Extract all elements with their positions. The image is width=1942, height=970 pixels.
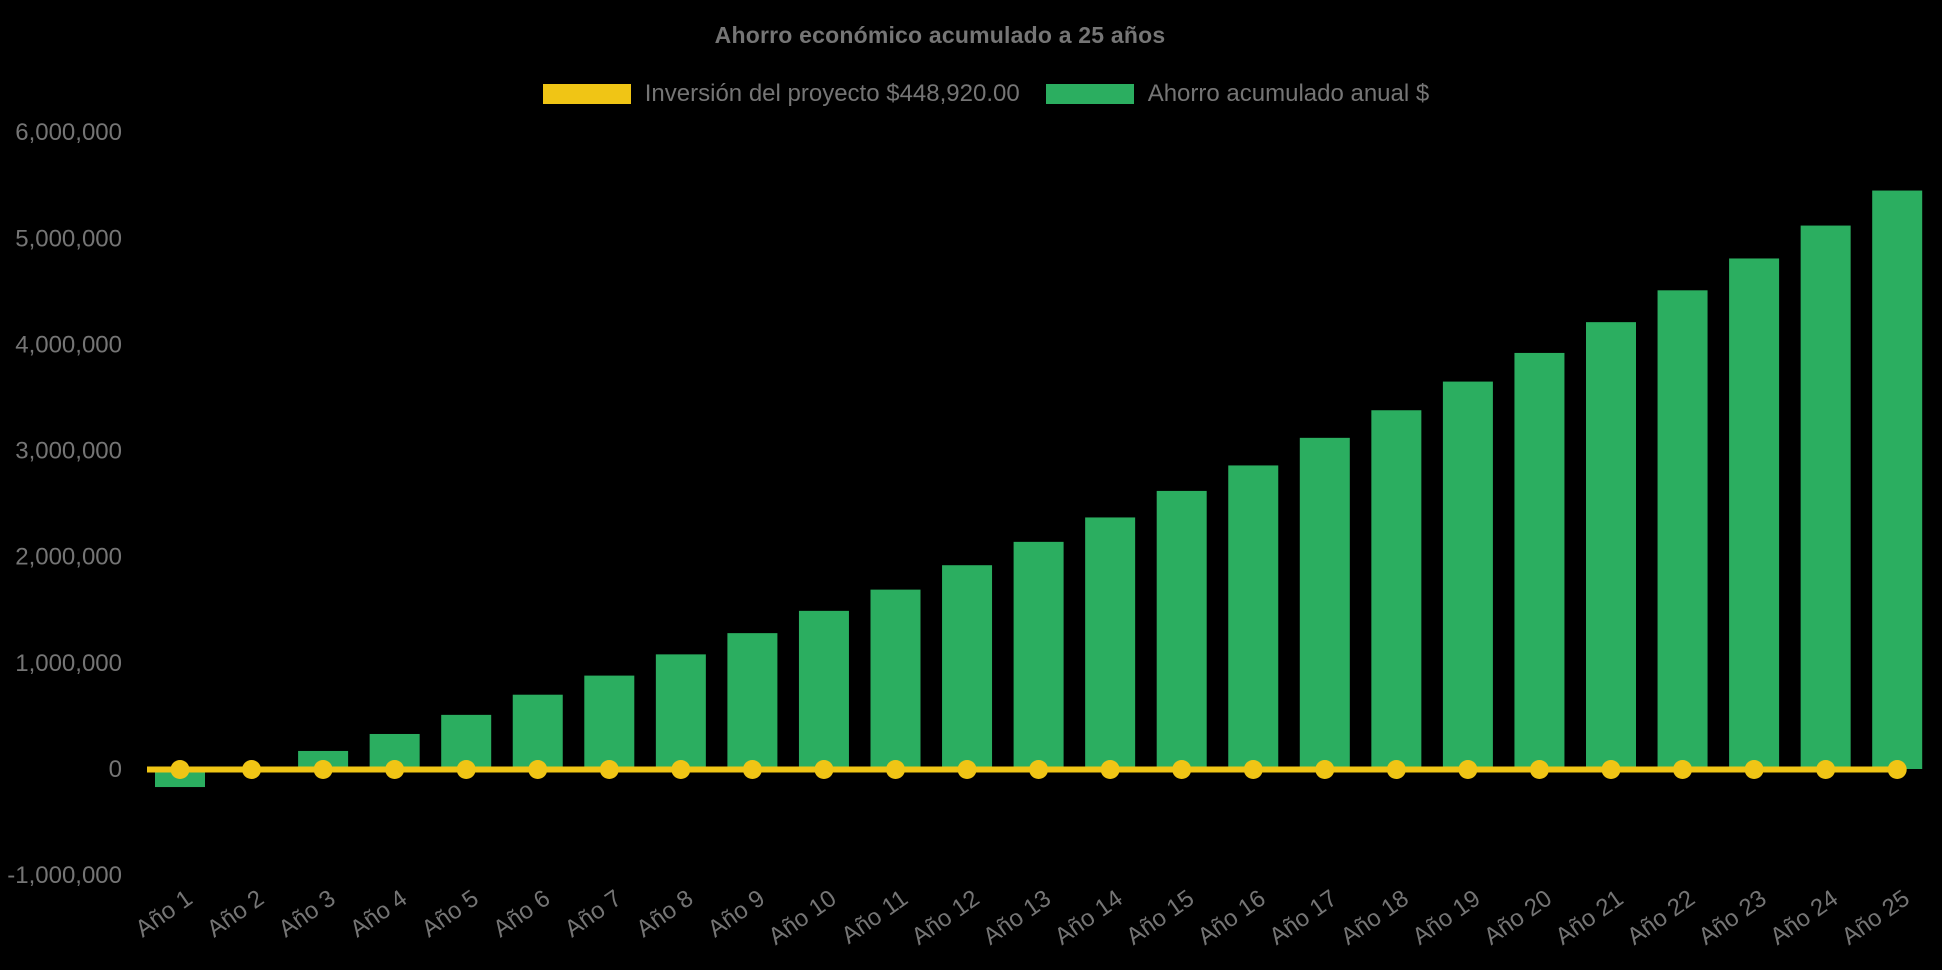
y-tick-label: 2,000,000 [15,544,122,571]
bar-año-3[interactable] [298,750,349,769]
point-año-7[interactable] [599,760,619,779]
point-año-12[interactable] [957,760,977,779]
bar-año-13[interactable] [1013,541,1064,769]
x-tick-label: Año 12 [907,885,985,951]
x-tick-label: Año 14 [1050,885,1128,951]
bar-año-17[interactable] [1299,437,1350,769]
point-año-21[interactable] [1601,760,1621,779]
point-año-15[interactable] [1172,760,1192,779]
investment-swatch [542,84,631,104]
x-tick-label: Año 1 [131,885,198,943]
x-tick-label: Año 2 [202,885,269,943]
point-año-18[interactable] [1386,760,1406,779]
x-tick-label: Año 4 [345,885,412,943]
bar-año-24[interactable] [1800,225,1851,769]
bar-año-8[interactable] [655,654,706,769]
point-año-17[interactable] [1315,760,1335,779]
x-tick-label: Año 3 [274,885,341,943]
y-tick-label: -1,000,000 [7,862,122,889]
bar-año-14[interactable] [1085,517,1136,769]
x-tick-label: Año 16 [1193,885,1271,951]
x-tick-label: Año 18 [1336,885,1414,951]
point-año-24[interactable] [1816,760,1836,779]
x-tick-label: Año 10 [764,885,842,951]
x-tick-label: Año 11 [837,885,913,950]
bar-año-18[interactable] [1371,410,1422,769]
chart-legend: Inversión del proyecto $448,920.00 Ahorr… [30,80,1942,108]
y-tick-label: 3,000,000 [15,438,122,465]
legend-item-investment[interactable]: Inversión del proyecto $448,920.00 [542,80,1020,108]
savings-legend-label: Ahorro acumulado anual $ [1147,80,1430,107]
x-tick-label: Año 20 [1479,885,1557,951]
point-año-1[interactable] [170,760,190,779]
point-año-16[interactable] [1243,760,1263,779]
point-año-10[interactable] [814,760,834,779]
point-año-6[interactable] [528,760,548,779]
x-tick-label: Año 22 [1622,885,1700,951]
bar-año-5[interactable] [441,714,492,769]
x-tick-label: Año 17 [1264,885,1342,951]
bar-año-23[interactable] [1729,258,1780,769]
x-tick-label: Año 19 [1408,885,1486,951]
x-tick-label: Año 8 [631,885,698,943]
investment-legend-label: Inversión del proyecto $448,920.00 [644,80,1020,107]
chart-title: Ahorro económico acumulado a 25 años [714,22,1166,48]
x-tick-label: Año 13 [978,885,1056,951]
y-tick-label: 6,000,000 [15,119,122,146]
bar-año-12[interactable] [942,565,993,769]
point-año-13[interactable] [1029,760,1049,779]
bar-año-9[interactable] [727,633,778,769]
bar-año-11[interactable] [870,589,921,769]
point-año-9[interactable] [742,760,762,779]
bar-año-7[interactable] [584,675,635,769]
y-tick-label: 5,000,000 [15,225,122,252]
bar-año-22[interactable] [1657,290,1708,769]
point-año-4[interactable] [385,760,405,779]
bar-año-6[interactable] [512,694,563,769]
bar-año-19[interactable] [1442,381,1493,769]
point-año-8[interactable] [671,760,691,779]
bar-año-25[interactable] [1872,190,1923,770]
point-año-19[interactable] [1458,760,1478,779]
point-año-25[interactable] [1887,760,1907,779]
y-tick-label: 1,000,000 [15,650,122,677]
x-tick-label: Año 7 [560,885,627,943]
point-año-5[interactable] [456,760,476,779]
savings-swatch [1045,84,1134,104]
x-tick-label: Año 21 [1551,885,1629,951]
bar-año-16[interactable] [1228,465,1279,769]
point-año-23[interactable] [1744,760,1764,779]
x-tick-label: Año 23 [1694,885,1772,951]
bar-año-10[interactable] [798,610,849,769]
x-tick-label: Año 9 [703,885,770,943]
point-año-2[interactable] [242,760,262,779]
point-año-3[interactable] [313,760,333,779]
y-tick-label: 0 [109,756,122,783]
bar-año-20[interactable] [1514,352,1565,769]
point-año-11[interactable] [886,760,905,779]
x-tick-label: Año 5 [417,885,484,943]
bar-año-21[interactable] [1586,322,1636,769]
x-tick-label: Año 6 [488,885,555,943]
point-año-20[interactable] [1529,760,1549,779]
x-tick-label: Año 24 [1765,885,1843,951]
x-tick-label: Año 15 [1121,885,1199,951]
legend-item-savings[interactable]: Ahorro acumulado anual $ [1045,80,1430,108]
y-tick-label: 4,000,000 [15,331,122,358]
point-año-22[interactable] [1673,760,1693,779]
x-tick-label: Año 25 [1837,885,1915,951]
bar-año-15[interactable] [1156,490,1207,769]
point-año-14[interactable] [1100,760,1120,779]
